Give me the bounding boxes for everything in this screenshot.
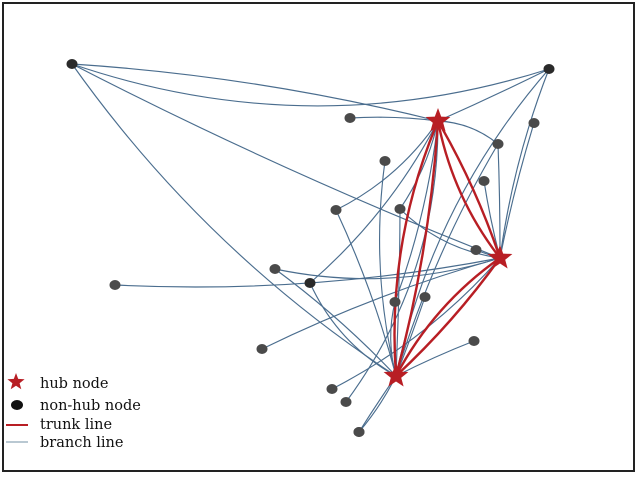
non-hub-node-E bbox=[379, 156, 391, 166]
branch-line-Q-H2 bbox=[261, 257, 501, 350]
branch-line-N-H1 bbox=[309, 120, 439, 284]
branch-line-E-H3 bbox=[379, 160, 397, 377]
branch-line-S-H2 bbox=[331, 257, 501, 390]
non-hub-node-T bbox=[340, 397, 352, 407]
non-hub-node-R bbox=[468, 336, 480, 346]
trunk-line-H2-H3-1 bbox=[394, 257, 501, 377]
branch-line-A-B bbox=[71, 63, 550, 107]
non-hub-nodes bbox=[66, 59, 555, 437]
hub-node-H3-star-icon bbox=[383, 363, 409, 387]
branch-line-G-H3 bbox=[335, 209, 397, 377]
diagram-frame bbox=[2, 2, 635, 472]
non-hub-node-I bbox=[478, 176, 490, 186]
trunk-line-H2-H3-2 bbox=[395, 257, 501, 377]
non-hub-node-O bbox=[419, 292, 431, 302]
branch-line-J-H2 bbox=[399, 208, 501, 259]
non-hub-node-A bbox=[66, 59, 78, 69]
legend-non-hub-node-label: non-hub node bbox=[40, 398, 141, 414]
branch-line-T-H1 bbox=[345, 120, 439, 403]
non-hub-node-B bbox=[543, 64, 555, 74]
branch-line-N-H3 bbox=[309, 282, 397, 377]
non-hub-node-G bbox=[330, 205, 342, 215]
branch-line-F-H3 bbox=[395, 143, 499, 377]
non-hub-node-P bbox=[389, 297, 401, 307]
non-hub-node-F bbox=[492, 139, 504, 149]
trunk-line-H1-H2-2 bbox=[436, 120, 502, 259]
branch-line-A-H2 bbox=[71, 63, 501, 259]
non-hub-node-K bbox=[109, 280, 121, 290]
trunk-lines bbox=[393, 120, 502, 377]
non-hub-node-N bbox=[304, 278, 316, 288]
non-hub-node-J bbox=[394, 204, 406, 214]
legend-hub-star-icon bbox=[7, 373, 25, 390]
non-hub-node-M bbox=[470, 245, 482, 255]
non-hub-node-S bbox=[326, 384, 338, 394]
branch-line-B-H2 bbox=[499, 68, 550, 259]
hub-nodes bbox=[383, 108, 513, 387]
branch-line-D-H2 bbox=[499, 122, 535, 259]
trunk-line-H1-H3-2 bbox=[394, 120, 440, 377]
legend-hub-node-label: hub node bbox=[40, 376, 109, 392]
branch-line-G-H1 bbox=[335, 120, 439, 211]
non-hub-node-C bbox=[344, 113, 356, 123]
branch-line-P-H1 bbox=[394, 120, 439, 303]
trunk-line-H1-H2-1 bbox=[436, 120, 501, 259]
non-hub-node-V bbox=[353, 427, 365, 437]
branch-line-C-H1 bbox=[349, 116, 439, 122]
trunk-line-H1-H3-1 bbox=[393, 120, 440, 377]
legend-branch-line-label: branch line bbox=[40, 435, 123, 451]
non-hub-node-L bbox=[269, 264, 281, 274]
branch-line-F-H2 bbox=[497, 143, 501, 259]
legend-non-hub-node-icon bbox=[11, 400, 23, 410]
legend: hub node non-hub node trunk line branch … bbox=[6, 373, 141, 451]
branch-line-B-H1 bbox=[437, 68, 550, 122]
legend-trunk-line-label: trunk line bbox=[40, 417, 112, 433]
hub-node-H2-star-icon bbox=[487, 245, 513, 269]
branch-line-L-H3 bbox=[274, 268, 397, 377]
branch-line-A-H3 bbox=[71, 63, 397, 377]
branch-line-A-H1 bbox=[71, 63, 439, 122]
branch-line-J-H1 bbox=[399, 120, 439, 210]
hub-node-H1-star-icon bbox=[425, 108, 451, 132]
non-hub-node-Q bbox=[256, 344, 268, 354]
branch-line-B-H3 bbox=[395, 68, 550, 377]
branch-line-F-H1 bbox=[437, 120, 499, 145]
non-hub-node-D bbox=[528, 118, 540, 128]
